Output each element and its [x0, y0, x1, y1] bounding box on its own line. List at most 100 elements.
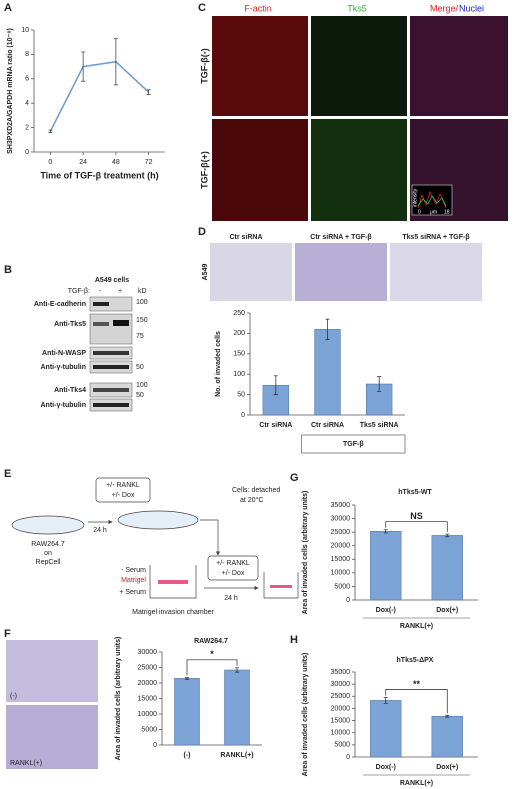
error-bar: [146, 89, 151, 96]
error-bar: [383, 529, 388, 534]
box-text: +/- RANKL: [106, 482, 140, 489]
mw-marker: 100: [136, 299, 148, 306]
error-bar: [325, 318, 330, 340]
y-tick-label: 0: [346, 754, 350, 761]
y-tick-label: 150: [233, 351, 245, 358]
y-tick-label: 20000: [331, 705, 351, 712]
y-tick-label: 2: [25, 124, 29, 131]
x-tick-label: Ctr siRNA: [259, 422, 292, 429]
bar: [224, 669, 250, 746]
stained-image: [210, 243, 292, 301]
column-header: Tks5: [347, 3, 367, 13]
antibody-label: Anti-γ-tubulin: [41, 402, 87, 409]
group-box: [301, 434, 406, 454]
error-bar: [48, 129, 53, 133]
step-label: 24 h: [93, 527, 107, 534]
invasion-images: Ctr siRNA Ctr siRNA + TGF-β Tks5 siRNA +…: [202, 234, 482, 301]
blot-band: [93, 302, 109, 306]
y-tick-label: 100: [233, 371, 245, 378]
micrograph: [311, 16, 407, 116]
row-label: A549: [202, 264, 209, 281]
column-header: Ctr siRNA + TGF-β: [310, 234, 372, 241]
mw-marker: 50: [136, 392, 144, 399]
dish: [117, 510, 199, 530]
x-tick-label: Dox(+): [436, 764, 458, 771]
source-label: RAW264.7: [31, 541, 65, 548]
bar: [431, 535, 463, 601]
x-tick-label: Tks5 siRNA: [360, 422, 399, 429]
bar: [370, 531, 402, 601]
significance-label: NS: [410, 511, 423, 521]
significance-label: *: [210, 649, 214, 659]
stained-image: [390, 243, 482, 301]
y-tick-label: 200: [233, 330, 245, 337]
arrow: [200, 519, 221, 556]
antibody-label: Anti-Tks5: [54, 321, 86, 328]
error-bar: [445, 533, 450, 538]
y-tick-label: 20000: [138, 680, 158, 687]
blot-cell-line: A549 cells: [95, 277, 129, 284]
x-tick-label: 0: [48, 159, 52, 166]
row-label: TGF-β(+): [199, 151, 209, 189]
y-tick-label: 25000: [138, 664, 158, 671]
source-label: on: [44, 550, 52, 557]
inset: [411, 184, 453, 216]
significance-bracket: [385, 521, 448, 533]
y-tick-label: 10000: [138, 711, 158, 718]
panel-label: G: [290, 472, 299, 484]
y-tick-label: 0: [25, 149, 29, 156]
micrograph: [311, 119, 407, 221]
inset-axis: intensity: [412, 188, 418, 207]
y-axis-label: Area of invaded cells (arbitrary units): [115, 637, 122, 761]
dish: [11, 515, 85, 535]
column-header: Merge/: [430, 3, 459, 13]
error-bar: [185, 677, 189, 680]
blot-minus: -: [99, 288, 102, 295]
schematic-labels: +/- RANKL +/- Dox 24 h Cells: detached a…: [31, 482, 280, 616]
column-header: Ctr siRNA: [229, 234, 262, 241]
step-label: 24 h: [224, 595, 238, 602]
blot-band: [93, 322, 109, 326]
x-tick-label: Dox(-): [376, 764, 396, 771]
layer-label: + Serum: [119, 589, 146, 596]
blot-band: [113, 320, 129, 326]
y-tick-label: 30000: [331, 515, 351, 522]
matrigel: [270, 585, 292, 588]
y-tick-label: 10000: [331, 730, 351, 737]
mw-marker: 100: [136, 382, 148, 389]
panel-label: A: [4, 2, 12, 14]
box-text: +/- Dox: [112, 492, 135, 499]
x-tick-label: 48: [112, 159, 120, 166]
y-tick-label: 0: [241, 412, 245, 419]
micrograph: [212, 119, 308, 221]
y-tick-label: 30000: [138, 649, 158, 656]
blot-band: [93, 351, 129, 355]
schematic: [11, 477, 299, 599]
blot-panel: A549 cells TGF-β: - + kD Anti-E-cadherin…: [34, 277, 148, 412]
y-tick-label: 10000: [331, 570, 351, 577]
y-tick-label: 5000: [334, 742, 350, 749]
stained-image: [6, 640, 98, 702]
column-header: Nuclei: [459, 3, 484, 13]
antibody-label: Anti-Tks4: [54, 387, 86, 394]
bar: [431, 715, 463, 758]
micrograph: [212, 16, 308, 116]
x-tick-label: 72: [145, 159, 153, 166]
significance-label: **: [413, 679, 421, 689]
column-header: Tks5 siRNA + TGF-β: [402, 234, 470, 241]
blot-band: [93, 388, 129, 392]
image-label: (-): [10, 693, 17, 700]
blot-unit: kD: [138, 288, 147, 295]
y-tick-label: 8: [25, 51, 29, 58]
y-axis-label: No. of invaded cells: [215, 331, 222, 397]
significance-bracket: [385, 689, 448, 714]
x-tick-label: Dox(-): [376, 607, 396, 614]
blot-band: [93, 365, 129, 369]
condition-box: [207, 555, 259, 581]
y-axis-label: Area of invaded cells (arbitrary units): [302, 653, 309, 777]
group-label: TGF-β: [343, 441, 364, 448]
y-tick-label: 4: [25, 100, 29, 107]
image-label: RANKL(+): [10, 760, 42, 767]
mw-marker: 75: [136, 333, 144, 340]
detach-label: Cells: detached: [232, 487, 280, 494]
